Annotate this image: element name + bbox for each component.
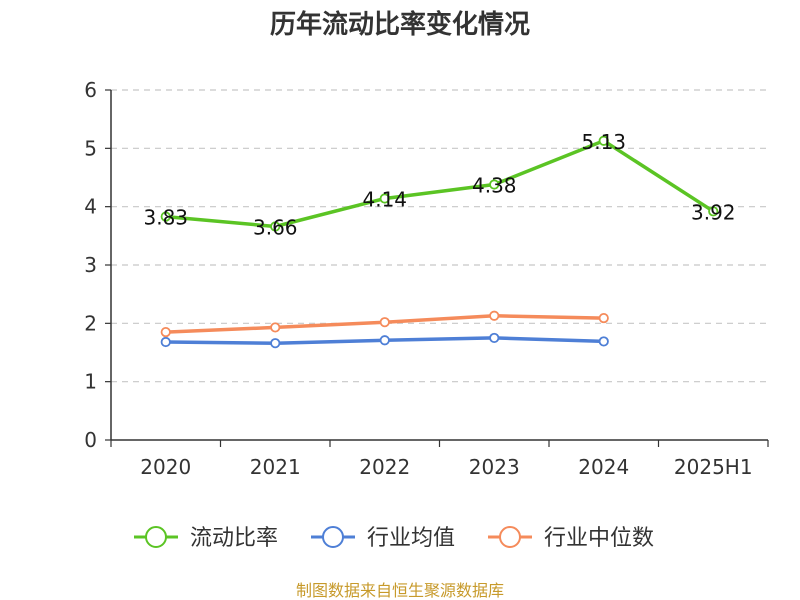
y-tick-label: 4	[84, 195, 97, 219]
series-line	[165, 139, 715, 229]
data-point	[270, 322, 281, 333]
legend-marker	[145, 526, 167, 548]
data-point	[160, 326, 171, 338]
chart-title: 历年流动比率变化情况	[270, 9, 530, 40]
data-point	[270, 221, 281, 232]
data-point	[598, 312, 609, 324]
data-label: 5.13	[581, 130, 626, 154]
y-tick-label: 3	[84, 253, 97, 277]
y-tick-label: 0	[84, 428, 97, 452]
legend-marker	[322, 526, 344, 548]
data-point	[708, 206, 719, 217]
data-point	[160, 336, 171, 348]
x-tick-label: 2020	[140, 455, 191, 479]
data-point	[489, 310, 500, 321]
data-label: 3.66	[253, 216, 298, 240]
data-point	[598, 135, 609, 146]
legend-item[interactable]: 流动比率	[134, 526, 278, 551]
legend-marker	[499, 526, 521, 548]
data-point	[160, 211, 171, 222]
data-point	[379, 193, 390, 204]
legend-label: 流动比率	[190, 526, 278, 551]
y-tick-label: 6	[84, 78, 97, 102]
data-point	[379, 335, 390, 346]
source-note: 制图数据来自恒生聚源数据库	[296, 581, 504, 600]
legend-item[interactable]: 行业均值	[311, 526, 455, 551]
x-tick-label: 2023	[469, 455, 520, 479]
x-tick-label: 2025H1	[674, 455, 753, 479]
x-tick-label: 2024	[578, 455, 629, 479]
data-label: 3.92	[691, 200, 736, 224]
y-tick-label: 5	[84, 136, 97, 160]
legend-item[interactable]: 行业中位数	[488, 526, 654, 551]
data-labels: 3.83 3.66 4.14 4.38 5.13 3.92	[143, 130, 735, 240]
data-point	[379, 317, 390, 328]
y-tick-label: 1	[84, 370, 97, 394]
data-label: 4.14	[362, 188, 407, 212]
data-point	[270, 338, 281, 349]
legend-label: 行业中位数	[544, 526, 654, 551]
data-point	[489, 332, 500, 344]
x-tick-label: 2021	[250, 455, 301, 479]
x-tick-label: 2022	[359, 455, 410, 479]
legend[interactable]: 流动比率 行业均值 行业中位数	[134, 526, 654, 551]
data-point	[598, 336, 609, 347]
data-label: 4.38	[472, 174, 517, 198]
data-point	[489, 179, 500, 190]
data-label: 3.83	[143, 206, 188, 230]
y-tick-label: 2	[84, 311, 97, 335]
legend-label: 行业均值	[367, 526, 455, 551]
series-group	[160, 135, 719, 349]
axes: 0 1 2 3 4 5 6 2020 2021 2022 2023 2024 2025H1	[84, 78, 769, 479]
